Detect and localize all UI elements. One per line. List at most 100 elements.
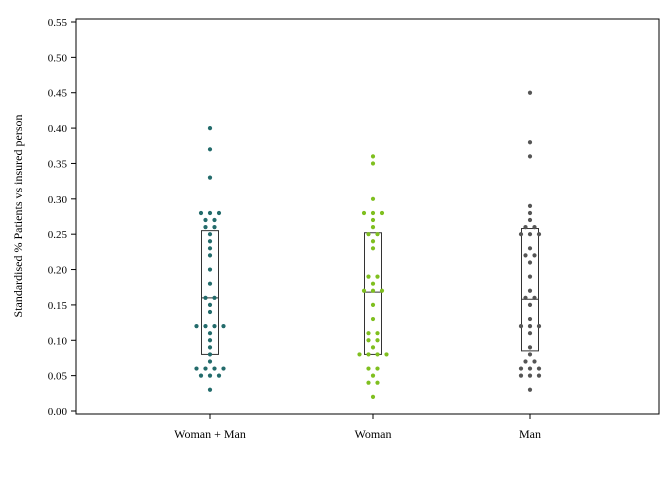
data-point: [370, 345, 376, 350]
data-point: [532, 253, 537, 258]
data-point: [366, 274, 371, 279]
data-point: [370, 225, 376, 230]
data-point: [536, 324, 542, 329]
data-point: [527, 324, 533, 329]
data-point: [370, 217, 376, 223]
data-point: [375, 352, 380, 357]
data-point: [375, 366, 380, 371]
data-point: [203, 295, 208, 300]
data-point: [207, 338, 213, 343]
data-point: [370, 394, 376, 399]
data-point: [357, 352, 362, 357]
data-point: [527, 373, 533, 378]
data-point: [532, 295, 537, 300]
data-point: [527, 140, 533, 145]
data-point: [212, 225, 217, 230]
x-axis: Woman + Man Woman Man: [174, 414, 541, 441]
data-point: [375, 232, 380, 237]
data-point: [536, 373, 542, 378]
data-point: [207, 373, 213, 378]
data-point: [207, 345, 213, 350]
data-point: [207, 147, 213, 152]
data-point: [207, 309, 213, 315]
data-point: [366, 338, 371, 343]
y-tick-label: 0.50: [48, 52, 68, 64]
data-point: [207, 281, 213, 286]
data-point: [379, 288, 385, 293]
data-point: [384, 352, 389, 357]
data-point: [379, 210, 385, 216]
data-point: [518, 366, 524, 371]
data-point: [212, 366, 217, 371]
data-point: [194, 324, 199, 329]
data-point: [527, 316, 533, 322]
data-point: [375, 274, 380, 279]
data-point: [366, 366, 371, 371]
x-category-label: Woman + Man: [174, 427, 246, 441]
y-axis-title: Standardised % Patients vs insured perso…: [11, 115, 25, 318]
data-point: [518, 232, 524, 237]
data-point: [207, 302, 213, 308]
data-point: [375, 380, 380, 385]
data-point: [203, 217, 208, 223]
data-point: [370, 302, 376, 308]
data-point: [527, 387, 533, 392]
data-point: [194, 366, 199, 371]
data-point: [527, 331, 533, 336]
y-tick-label: 0.35: [48, 158, 68, 170]
iqr-box: [364, 232, 382, 355]
data-point: [527, 90, 533, 95]
data-point: [207, 232, 213, 237]
data-point: [370, 154, 376, 159]
data-point: [527, 302, 533, 308]
data-point: [198, 210, 204, 216]
data-point: [370, 288, 376, 293]
data-point: [216, 373, 222, 378]
category-group: [357, 154, 389, 399]
data-point: [207, 239, 213, 244]
data-point: [527, 203, 533, 208]
data-point: [370, 281, 376, 286]
data-point: [527, 217, 533, 223]
data-point: [527, 246, 533, 251]
data-point: [216, 210, 222, 216]
data-point: [536, 232, 542, 237]
data-point: [203, 225, 208, 230]
data-point: [523, 253, 528, 258]
data-point: [207, 352, 213, 357]
category-group: [194, 125, 226, 392]
data-point: [523, 359, 528, 364]
category-groups: [194, 90, 542, 399]
data-point: [207, 331, 213, 336]
y-tick-label: 0.05: [48, 371, 68, 383]
iqr-box: [521, 228, 539, 352]
data-point: [370, 161, 376, 166]
data-point: [207, 267, 213, 272]
data-point: [366, 331, 371, 336]
data-point: [523, 295, 528, 300]
data-point: [212, 217, 217, 223]
data-point: [212, 324, 217, 329]
y-axis: 0.00 0.05 0.10 0.15 0.20 0.25 0.30 0.35 0.40 0.45…: [48, 17, 76, 418]
data-point: [536, 366, 542, 371]
data-point: [370, 239, 376, 244]
x-category-label: Man: [519, 427, 541, 441]
data-point: [527, 345, 533, 350]
data-point: [370, 316, 376, 322]
y-tick-label: 0.15: [48, 300, 68, 312]
y-tick-label: 0.10: [48, 335, 68, 347]
data-point: [207, 125, 213, 131]
plot-frame: [75, 18, 660, 415]
data-point: [527, 154, 533, 159]
data-point: [207, 210, 213, 216]
data-point: [375, 331, 380, 336]
data-point: [207, 359, 213, 364]
data-point: [527, 210, 533, 216]
data-point: [207, 253, 213, 258]
data-point: [375, 338, 380, 343]
data-point: [527, 260, 533, 265]
data-point: [518, 373, 524, 378]
data-point: [527, 366, 533, 371]
y-tick-label: 0.45: [48, 88, 68, 100]
